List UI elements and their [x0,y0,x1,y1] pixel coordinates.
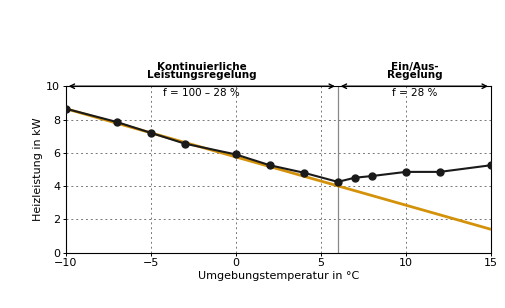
Text: Kontinuierliche: Kontinuierliche [157,62,246,72]
X-axis label: Umgebungstemperatur in °C: Umgebungstemperatur in °C [197,271,358,281]
Text: Regelung: Regelung [386,71,441,80]
Text: Leistungsregelung: Leistungsregelung [146,71,256,80]
Y-axis label: Heizleistung in kW: Heizleistung in kW [33,118,43,221]
Text: Ein/Aus-: Ein/Aus- [390,62,437,72]
Text: f = 28 %: f = 28 % [391,88,436,98]
Text: f = 100 – 28 %: f = 100 – 28 % [163,88,240,98]
